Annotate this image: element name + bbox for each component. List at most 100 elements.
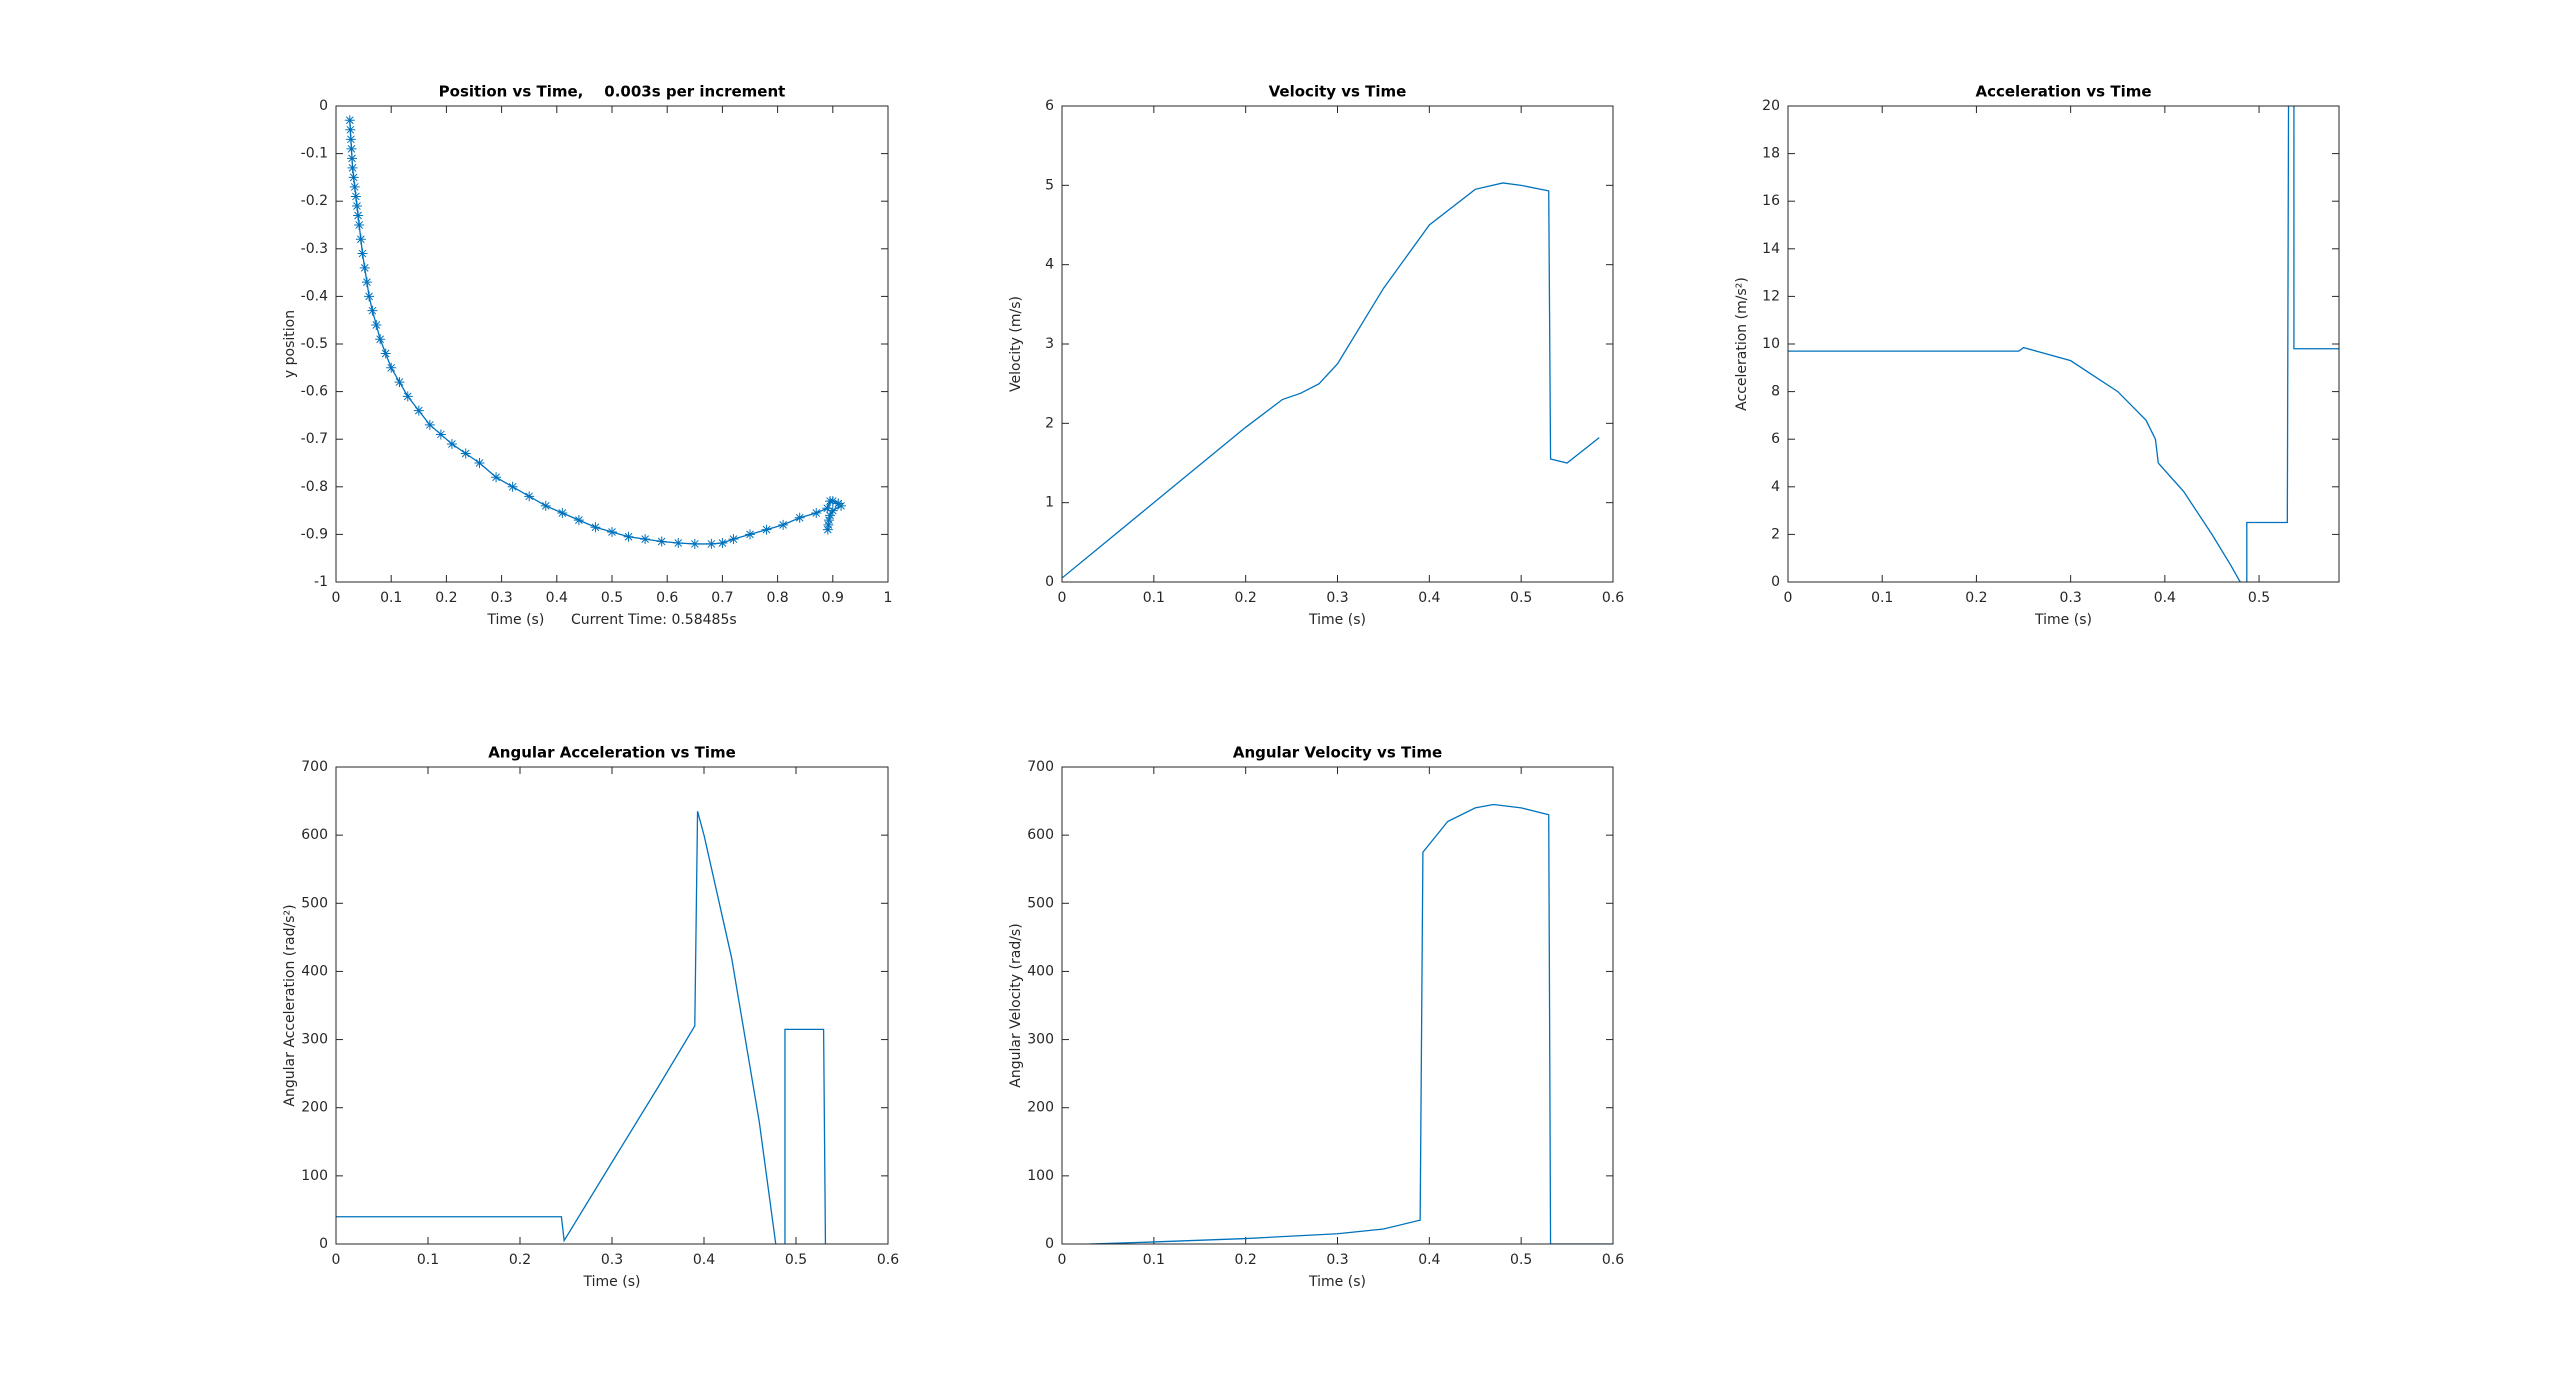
star-marker	[344, 115, 355, 126]
plot-area	[1089, 803, 1613, 1244]
star-marker	[827, 505, 838, 516]
y-tick-label: 12	[1762, 288, 1780, 304]
star-marker	[474, 458, 485, 468]
y-tick-label: -0.9	[301, 526, 328, 542]
axes: 0 0.1 0.2 0.3 0.4 0.5 0 2 4 6 8 10 12 14 16 18 20 Acceler…	[1734, 83, 2340, 628]
axes: 0 0.1 0.2 0.3 0.4 0.5 0.6 0 1 2 3 4 5 6 Velocity vs Ti…	[1008, 83, 1624, 629]
x-axis-label: Time (s)	[1308, 612, 1366, 628]
y-tick-label: 0	[319, 1236, 328, 1252]
star-marker	[346, 143, 357, 154]
star-marker	[573, 515, 584, 526]
x-axis-label: Time (s) Current Time: 0.58485s	[486, 612, 736, 628]
x-tick-label: 0.5	[785, 1252, 807, 1268]
star-marker	[607, 527, 617, 538]
y-tick-label: 0	[1045, 574, 1054, 590]
y-axis-label: Angular Velocity (rad/s)	[1008, 923, 1024, 1087]
y-tick-label: 100	[1027, 1168, 1054, 1184]
star-marker	[349, 181, 360, 192]
star-marker	[375, 334, 386, 345]
y-tick-label: 5	[1045, 177, 1054, 193]
y-axis-label: Angular Acceleration (rad/s²)	[282, 904, 298, 1106]
x-tick-label: 0	[1058, 1252, 1067, 1268]
star-marker	[557, 507, 568, 518]
y-tick-label: 10	[1762, 336, 1780, 352]
chart-title: Acceleration vs Time	[1975, 83, 2151, 101]
star-marker	[507, 481, 518, 492]
x-tick-label: 0.6	[1602, 590, 1624, 606]
star-marker	[345, 124, 356, 135]
y-tick-label: 0	[1771, 574, 1780, 590]
y-tick-label: 4	[1771, 479, 1780, 495]
y-tick-label: 700	[1027, 759, 1054, 775]
x-tick-label: 0.1	[380, 590, 402, 606]
x-tick-label: 0.2	[1965, 590, 1987, 606]
y-axis-label: Velocity (m/s)	[1008, 296, 1024, 392]
x-tick-label: 0.5	[2248, 590, 2270, 606]
plot-area	[344, 115, 847, 549]
y-tick-label: -0.4	[301, 288, 328, 304]
star-marker	[394, 377, 405, 388]
x-tick-label: 0.2	[1235, 590, 1257, 606]
star-marker	[640, 534, 651, 545]
x-axis-label: Time (s)	[583, 1274, 641, 1290]
y-axis-label: Acceleration (m/s²)	[1734, 277, 1750, 411]
x-tick-label: 0.3	[490, 590, 512, 606]
x-tick-label: 0.3	[2060, 590, 2082, 606]
x-tick-label: 0.2	[509, 1252, 531, 1268]
star-marker	[656, 536, 667, 547]
y-tick-label: -0.5	[301, 336, 328, 352]
y-tick-label: 20	[1762, 98, 1780, 114]
y-tick-label: 6	[1771, 431, 1780, 447]
star-marker	[355, 234, 366, 245]
star-marker	[823, 515, 834, 526]
star-marker	[823, 519, 834, 530]
x-tick-label: 0.4	[1418, 1252, 1440, 1268]
y-tick-label: 600	[301, 827, 328, 843]
star-marker	[367, 305, 378, 316]
star-marker	[811, 507, 822, 518]
x-tick-label: 0.1	[1143, 590, 1165, 606]
x-axis-label: Time (s)	[1308, 1274, 1366, 1290]
y-tick-label: 3	[1045, 336, 1054, 352]
chart-title: Angular Acceleration vs Time	[488, 744, 736, 762]
x-tick-label: 0.2	[1235, 1252, 1257, 1268]
x-tick-label: 0	[1058, 590, 1067, 606]
y-tick-label: 300	[301, 1032, 328, 1048]
star-marker	[524, 491, 535, 502]
x-tick-label: 0.3	[1326, 590, 1348, 606]
star-marker	[590, 522, 601, 533]
x-tick-label: 0.5	[1510, 1252, 1532, 1268]
y-tick-label: -0.7	[301, 431, 328, 447]
star-marker	[825, 510, 836, 521]
x-tick-label: 0.6	[656, 590, 678, 606]
y-tick-label: 700	[301, 759, 328, 775]
star-marker	[386, 362, 397, 373]
y-tick-label: 4	[1045, 257, 1054, 273]
star-marker	[361, 277, 372, 288]
axes-background	[336, 106, 888, 582]
y-tick-label: 300	[1027, 1032, 1054, 1048]
y-tick-label: 100	[301, 1168, 328, 1184]
chart-title: Velocity vs Time	[1269, 83, 1407, 101]
star-marker	[353, 210, 364, 221]
y-tick-label: 400	[301, 963, 328, 979]
plot-area	[1788, 106, 2339, 582]
y-axis-label: y position	[282, 310, 298, 378]
chart-title: Angular Velocity vs Time	[1233, 744, 1442, 762]
x-tick-label: 0.4	[1418, 590, 1440, 606]
y-tick-label: 200	[301, 1100, 328, 1116]
x-axis-label: Time (s)	[2034, 612, 2092, 628]
star-marker	[794, 512, 805, 523]
star-marker	[836, 500, 847, 511]
y-tick-label: -0.3	[301, 241, 328, 257]
star-marker	[345, 134, 356, 145]
star-marker	[354, 220, 365, 230]
star-marker	[822, 503, 833, 514]
star-marker	[717, 537, 728, 548]
y-tick-label: 500	[1027, 895, 1054, 911]
axes-background	[336, 767, 888, 1244]
plot-area	[1062, 182, 1600, 579]
axes: 0 0.1 0.2 0.3 0.4 0.5 0.6 0.7 0.8 0.9 1 -1 -0.9 -0.8 -…	[282, 83, 892, 629]
y-tick-label: 500	[301, 895, 328, 911]
